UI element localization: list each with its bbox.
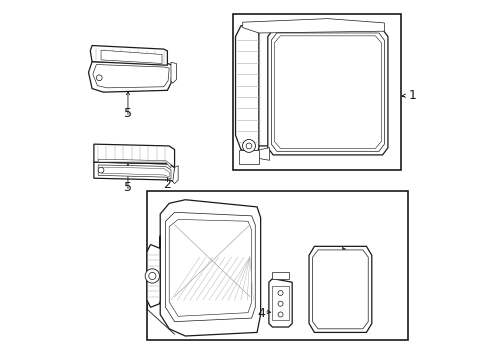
Polygon shape	[94, 162, 174, 182]
Polygon shape	[272, 286, 288, 320]
Polygon shape	[102, 167, 169, 177]
Polygon shape	[160, 200, 260, 336]
Polygon shape	[267, 30, 387, 155]
Text: 5: 5	[123, 181, 132, 194]
Polygon shape	[171, 62, 176, 83]
Polygon shape	[88, 62, 172, 92]
Polygon shape	[93, 64, 169, 88]
Polygon shape	[169, 220, 251, 316]
Polygon shape	[274, 36, 381, 148]
Bar	[147, 191, 407, 339]
Text: 4: 4	[257, 307, 265, 320]
Polygon shape	[312, 250, 367, 329]
Circle shape	[278, 312, 283, 317]
Polygon shape	[172, 166, 178, 184]
Polygon shape	[308, 246, 371, 332]
Text: 5: 5	[123, 107, 132, 120]
Polygon shape	[242, 19, 384, 33]
Polygon shape	[165, 212, 255, 321]
Polygon shape	[271, 33, 384, 151]
Polygon shape	[272, 272, 288, 279]
Circle shape	[145, 269, 159, 283]
Circle shape	[148, 273, 156, 279]
Text: 3: 3	[350, 257, 358, 270]
Polygon shape	[235, 26, 260, 157]
Polygon shape	[98, 165, 171, 179]
Circle shape	[245, 143, 251, 149]
Polygon shape	[90, 45, 167, 65]
Polygon shape	[98, 159, 171, 168]
Circle shape	[278, 301, 283, 306]
Circle shape	[96, 75, 102, 81]
Polygon shape	[94, 144, 174, 167]
Text: 1: 1	[408, 89, 416, 102]
Bar	[233, 14, 400, 170]
Circle shape	[242, 139, 255, 152]
Polygon shape	[101, 50, 162, 63]
Circle shape	[278, 291, 283, 296]
Circle shape	[98, 167, 104, 173]
Polygon shape	[258, 28, 280, 146]
Polygon shape	[239, 149, 258, 164]
Polygon shape	[268, 279, 292, 327]
Polygon shape	[147, 235, 160, 307]
Polygon shape	[242, 148, 269, 160]
Text: 2: 2	[163, 178, 171, 191]
